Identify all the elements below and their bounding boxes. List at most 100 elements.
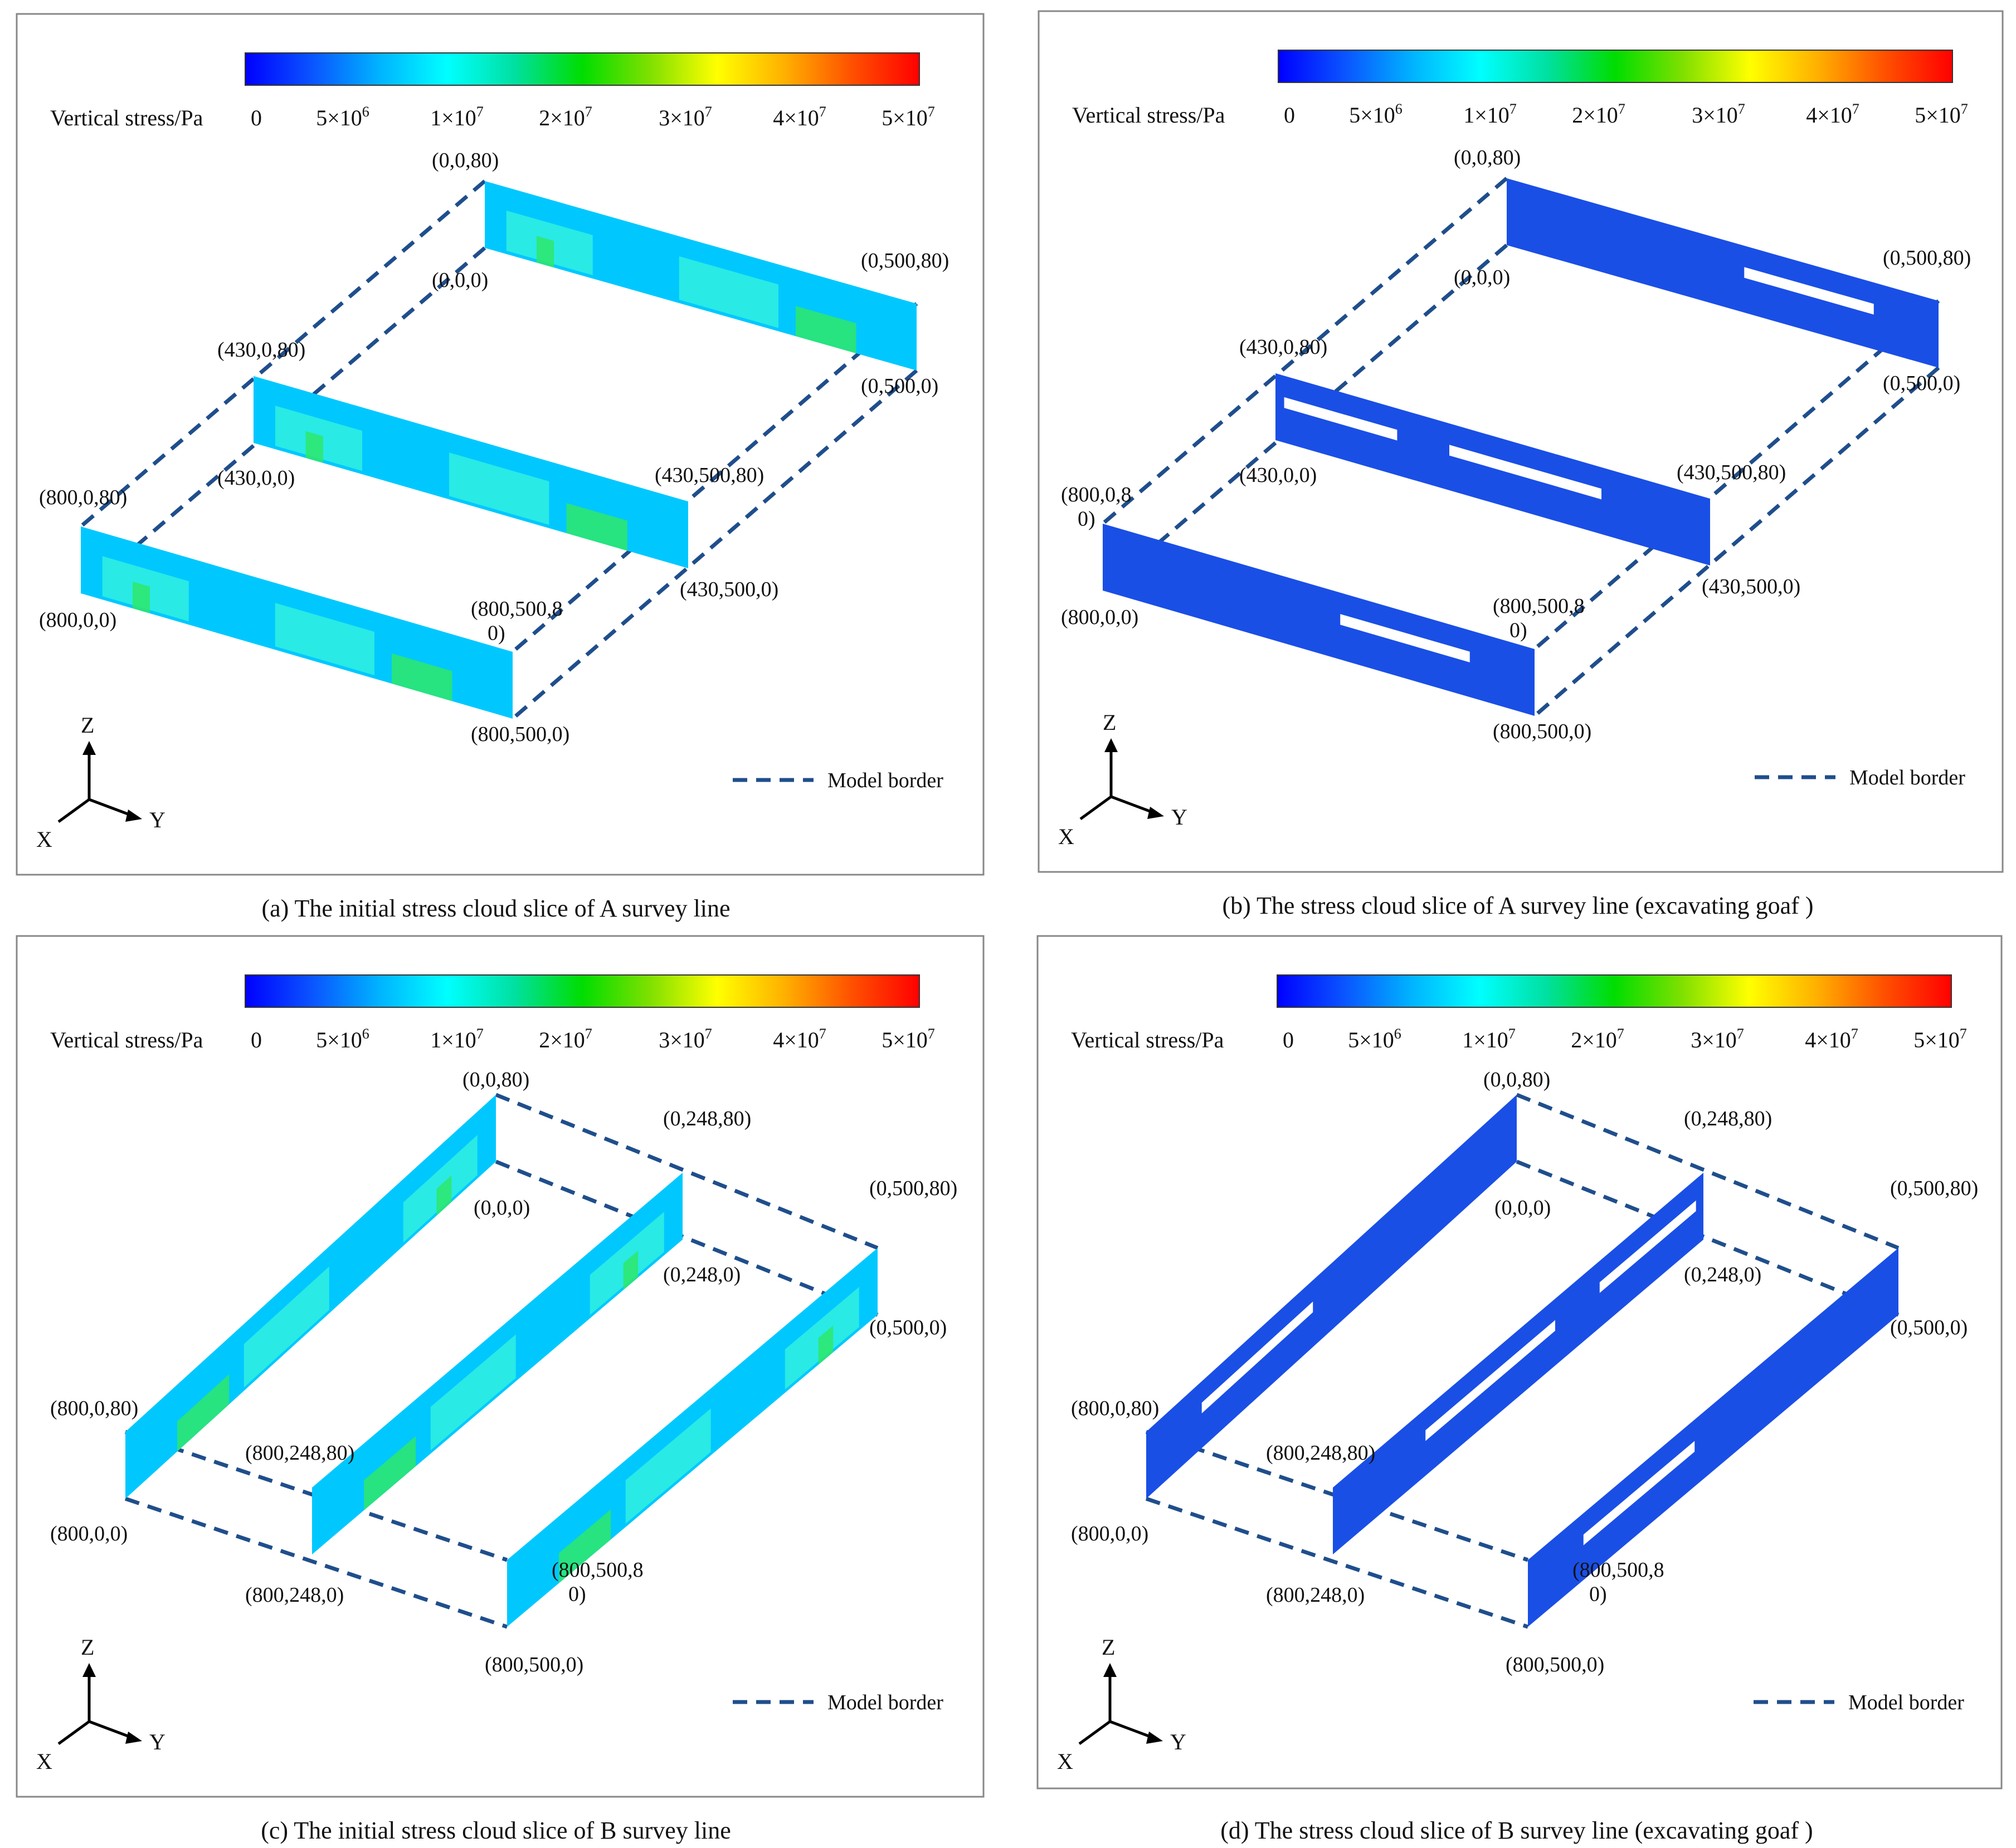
goaf-gap xyxy=(1449,445,1601,500)
goaf-gap xyxy=(1201,1301,1313,1413)
model-border-line xyxy=(1145,1496,1529,1629)
y-axis-label: Y xyxy=(1170,1729,1186,1754)
colorbar-label: Vertical stress/Pa xyxy=(1071,1027,1224,1052)
panel-frame xyxy=(16,13,985,876)
coordinate-label: (800,500,8 0) xyxy=(552,1558,644,1606)
coordinate-label: (0,0,0) xyxy=(474,1196,530,1220)
y-axis-arrow xyxy=(1111,795,1156,815)
arrowhead xyxy=(1147,807,1164,819)
colorbar-tick: 5×107 xyxy=(1915,101,1968,128)
x-axis-arrow xyxy=(57,798,90,823)
stress-patch xyxy=(566,503,627,551)
colorbar-label: Vertical stress/Pa xyxy=(1072,103,1225,128)
colorbar-tick: 1×107 xyxy=(430,1026,484,1052)
colorbar-tick: 0 xyxy=(1283,1027,1294,1052)
coordinate-label: (0,500,0) xyxy=(861,374,938,398)
coordinate-label: (0,500,0) xyxy=(1883,372,1960,395)
coordinate-label: (430,500,80) xyxy=(655,464,764,487)
goaf-gap xyxy=(1599,1200,1696,1293)
x-axis-arrow xyxy=(1078,1720,1111,1745)
arrowhead xyxy=(125,1732,142,1744)
coordinate-label: (800,0,80) xyxy=(1071,1397,1159,1420)
colorbar xyxy=(245,52,920,86)
model-border-legend-label: Model border xyxy=(827,1691,943,1714)
coordinate-label: (0,248,80) xyxy=(1684,1107,1772,1130)
panel-d: Vertical stress/Pa 0 5×106 1×107 2×107 3×107 4… xyxy=(1036,935,2003,1790)
colorbar-tick: 2×107 xyxy=(1571,1026,1624,1052)
z-axis-label: Z xyxy=(1102,1635,1115,1660)
coordinate-label: (0,0,80) xyxy=(432,149,499,172)
colorbar-tick: 5×106 xyxy=(316,104,369,130)
coordinate-label: (0,0,80) xyxy=(1454,146,1521,169)
colorbar-tick: 2×107 xyxy=(539,1026,592,1052)
coordinate-label: (800,248,80) xyxy=(245,1441,354,1465)
panel-caption: (a) The initial stress cloud slice of A … xyxy=(261,895,730,922)
arrowhead xyxy=(1146,1732,1163,1744)
coordinate-label: (800,500,0) xyxy=(1493,720,1591,743)
stress-patch xyxy=(430,1334,516,1451)
coordinate-label: (0,248,0) xyxy=(663,1263,741,1286)
y-axis-label: Y xyxy=(149,807,165,832)
coordinate-label: (0,500,80) xyxy=(869,1177,957,1200)
arrowhead xyxy=(82,741,96,755)
goaf-gap xyxy=(1744,267,1874,315)
arrowhead xyxy=(82,1663,96,1677)
coordinate-label: (800,500,8 0) xyxy=(1572,1558,1664,1606)
colorbar-tick: 5×106 xyxy=(1348,1026,1401,1052)
y-axis-arrow xyxy=(1109,1720,1155,1740)
panel-frame xyxy=(1036,935,2003,1790)
stress-patch xyxy=(537,236,554,268)
colorbar-tick: 5×107 xyxy=(882,104,935,130)
stress-patch xyxy=(305,431,323,463)
panel-c: Vertical stress/Pa 0 5×106 1×107 2×107 3×107 4… xyxy=(16,935,985,1798)
x-axis-arrow xyxy=(57,1720,90,1745)
colorbar-tick: 0 xyxy=(251,1027,262,1052)
coordinate-label: (430,0,0) xyxy=(1239,464,1317,487)
model-border-line xyxy=(1533,299,1940,651)
x-axis-label: X xyxy=(36,827,52,852)
coordinate-label: (800,500,0) xyxy=(1506,1653,1604,1676)
stress-patch xyxy=(559,1509,611,1583)
coordinate-label: (430,0,0) xyxy=(217,466,295,490)
coordinate-label: (800,500,0) xyxy=(485,1653,583,1676)
coordinate-label: (0,0,80) xyxy=(462,1068,529,1091)
axis-triad: Z Y X xyxy=(1057,1635,1186,1774)
model-border-legend-label: Model border xyxy=(1848,1691,1964,1714)
panel-caption: (c) The initial stress cloud slice of B … xyxy=(261,1817,731,1844)
y-axis-arrow xyxy=(89,798,134,818)
stress-patch xyxy=(275,603,374,675)
coordinate-label: (430,500,80) xyxy=(1677,461,1786,484)
coordinate-label: (430,0,80) xyxy=(1239,335,1327,359)
panel-b: Vertical stress/Pa 0 5×106 1×107 2×107 3×107 4… xyxy=(1038,10,2004,873)
coordinate-label: (0,500,80) xyxy=(1883,246,1971,270)
model-border-line xyxy=(1101,177,1508,525)
coordinate-label: (800,500,8 0) xyxy=(471,597,563,645)
y-axis-label: Y xyxy=(149,1729,165,1754)
coordinate-label: (0,248,80) xyxy=(663,1107,751,1130)
coordinate-label: (800,248,0) xyxy=(1266,1583,1365,1607)
stress-patch xyxy=(623,1250,639,1290)
colorbar-tick: 1×107 xyxy=(1463,101,1517,128)
stress-patch xyxy=(625,1408,711,1524)
goaf-gap xyxy=(1340,614,1470,662)
coordinate-label: (430,0,80) xyxy=(217,338,305,362)
model-border-line xyxy=(511,369,918,720)
goaf-gap xyxy=(1284,397,1397,441)
axis-triad: Z Y X xyxy=(1058,710,1187,849)
coordinate-label: (0,0,80) xyxy=(1483,1068,1550,1091)
colorbar-tick: 1×107 xyxy=(1462,1026,1516,1052)
colorbar-tick: 5×106 xyxy=(316,1026,369,1052)
goaf-gap xyxy=(1583,1441,1695,1545)
x-axis-label: X xyxy=(36,1749,52,1774)
model-border-legend-label: Model border xyxy=(1849,766,1965,789)
colorbar-tick: 5×107 xyxy=(1913,1026,1967,1052)
colorbar-tick: 3×107 xyxy=(1692,101,1745,128)
stress-patch xyxy=(392,654,452,701)
coordinate-label: (0,0,0) xyxy=(432,269,488,292)
panel-frame xyxy=(16,935,985,1798)
coordinate-label: (800,0,0) xyxy=(39,608,116,632)
arrowhead xyxy=(1103,1663,1117,1677)
colorbar-tick: 4×107 xyxy=(773,1026,826,1052)
model-border-line xyxy=(511,302,918,654)
